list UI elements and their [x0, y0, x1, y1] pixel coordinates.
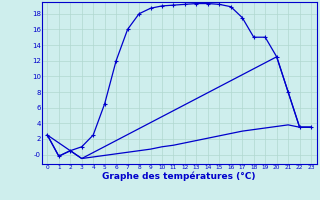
X-axis label: Graphe des températures (°C): Graphe des températures (°C): [102, 171, 256, 181]
